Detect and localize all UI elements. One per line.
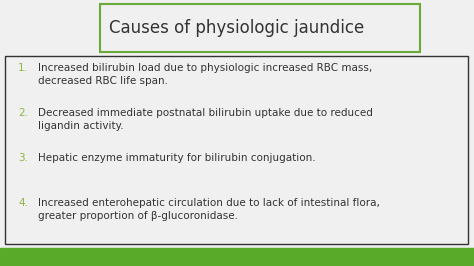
Text: Decreased immediate postnatal bilirubin uptake due to reduced: Decreased immediate postnatal bilirubin … [38,108,373,118]
Text: Hepatic enzyme immaturity for bilirubin conjugation.: Hepatic enzyme immaturity for bilirubin … [38,153,316,163]
Text: 2.: 2. [18,108,28,118]
Text: Increased enterohepatic circulation due to lack of intestinal flora,: Increased enterohepatic circulation due … [38,198,380,208]
Text: 1.: 1. [18,63,28,73]
FancyBboxPatch shape [100,4,420,52]
Text: greater proportion of β-glucoronidase.: greater proportion of β-glucoronidase. [38,211,238,221]
Bar [0,248,474,266]
Text: Increased bilirubin load due to physiologic increased RBC mass,: Increased bilirubin load due to physiolo… [38,63,372,73]
Text: 4.: 4. [18,198,28,208]
Text: Causes of physiologic jaundice: Causes of physiologic jaundice [109,19,365,37]
Text: decreased RBC life span.: decreased RBC life span. [38,76,168,86]
FancyBboxPatch shape [5,56,468,244]
Text: 3.: 3. [18,153,28,163]
Text: ligandin activity.: ligandin activity. [38,121,124,131]
